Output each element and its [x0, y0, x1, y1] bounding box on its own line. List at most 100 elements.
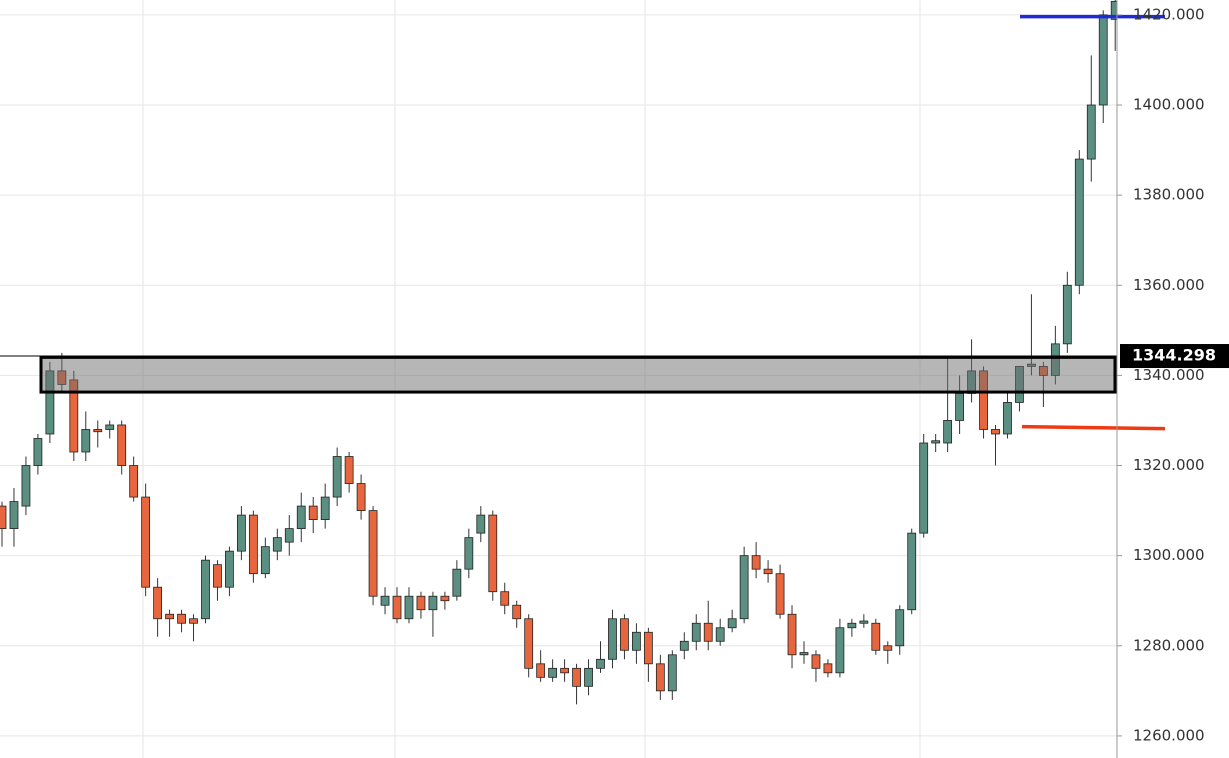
support-zone	[39, 355, 1117, 394]
candle-body	[284, 528, 294, 543]
candle-body	[871, 622, 881, 651]
candle-body	[883, 645, 893, 651]
candle-body	[1086, 104, 1096, 160]
candle-body	[476, 514, 486, 534]
candle-body	[392, 595, 402, 620]
candle-body	[679, 640, 689, 651]
y-tick-label: 1420.000	[1133, 5, 1205, 23]
candle-body	[296, 505, 306, 530]
candle-body	[189, 618, 198, 624]
candle-body	[691, 622, 701, 642]
candle-body	[105, 424, 115, 430]
candle-body	[416, 595, 426, 611]
candle-body	[320, 496, 330, 521]
candle-body	[739, 555, 749, 620]
candle-body	[81, 429, 91, 453]
candle-body	[811, 654, 821, 669]
candle-body	[1098, 14, 1108, 106]
candle-body	[823, 663, 833, 674]
candle-body	[452, 568, 462, 597]
candle-body	[643, 631, 653, 665]
candle-body	[464, 537, 474, 570]
candle-body	[225, 550, 234, 588]
candle-body	[608, 618, 617, 660]
y-tick-label: 1400.000	[1133, 96, 1205, 114]
candle-body	[332, 456, 342, 498]
candle-body	[703, 622, 713, 642]
candle-body	[763, 568, 773, 575]
y-tick-label: 1260.000	[1133, 726, 1205, 744]
y-tick-label: 1280.000	[1133, 636, 1205, 654]
candle-body	[404, 595, 414, 620]
candle-body	[524, 618, 534, 669]
candle-body	[775, 573, 785, 615]
candle-body	[177, 613, 186, 624]
candle-body	[272, 537, 282, 552]
candle-body	[847, 622, 857, 629]
candle-body	[835, 627, 845, 674]
candle-body	[141, 496, 151, 588]
last-price-box	[1120, 344, 1229, 369]
candle-body	[667, 654, 677, 692]
candle-body	[260, 546, 270, 575]
stop-line	[1021, 424, 1166, 431]
candle-body	[919, 442, 929, 534]
candle-body	[380, 595, 390, 606]
candle-body	[165, 613, 174, 620]
candle-body	[560, 667, 569, 674]
candle-body	[895, 609, 905, 647]
candle-body	[787, 613, 797, 656]
candle-body	[584, 667, 593, 687]
y-tick-label: 1300.000	[1133, 546, 1205, 564]
candle-body	[21, 465, 31, 507]
candle-body	[9, 501, 19, 530]
candle-body	[129, 465, 139, 498]
last-price-label: 1344.298	[1132, 346, 1216, 365]
y-tick-label: 1380.000	[1133, 186, 1205, 204]
price-axis: 1260.000 1280.000 1300.000 1320.000 1340.000…	[1117, 5, 1205, 744]
overlays: 1344.298	[0, 14, 1229, 431]
candle-body	[344, 456, 354, 484]
candle-body	[751, 555, 761, 570]
candle-body	[943, 420, 953, 444]
candle-body	[440, 595, 450, 602]
candle-body	[1110, 0, 1117, 20]
candle-body	[655, 663, 665, 692]
candle-body	[799, 652, 809, 656]
candle-body	[991, 429, 1000, 435]
candle-body	[236, 514, 246, 552]
candle-body	[859, 620, 869, 624]
candle-body	[248, 514, 258, 575]
candle-body	[0, 505, 7, 530]
y-tick-label: 1340.000	[1133, 366, 1205, 384]
candle-body	[512, 604, 522, 620]
candle-body	[632, 631, 641, 651]
y-tick-label: 1360.000	[1133, 276, 1205, 294]
candle-body	[153, 586, 163, 620]
candle-body	[488, 514, 498, 593]
candle-body	[356, 483, 366, 511]
candle-body	[117, 424, 127, 466]
candle-body	[1074, 158, 1084, 286]
candle-body	[536, 663, 546, 678]
candles	[0, 0, 1117, 705]
candle-body	[428, 595, 438, 611]
candle-body	[620, 618, 629, 651]
candle-body	[1062, 284, 1072, 345]
candle-body	[201, 559, 210, 620]
candle-body	[33, 438, 43, 466]
candle-body	[1003, 402, 1012, 435]
candle-body	[931, 440, 941, 444]
candle-body	[308, 505, 318, 521]
candle-body	[727, 618, 737, 629]
candle-body	[213, 564, 222, 588]
candle-body	[907, 532, 917, 611]
candle-body	[548, 667, 558, 678]
candle-body	[596, 658, 605, 669]
candle-body	[715, 627, 725, 642]
candle-body	[955, 393, 964, 421]
candle-body	[500, 591, 510, 606]
candle-body	[572, 667, 581, 687]
y-tick-label: 1320.000	[1133, 456, 1205, 474]
